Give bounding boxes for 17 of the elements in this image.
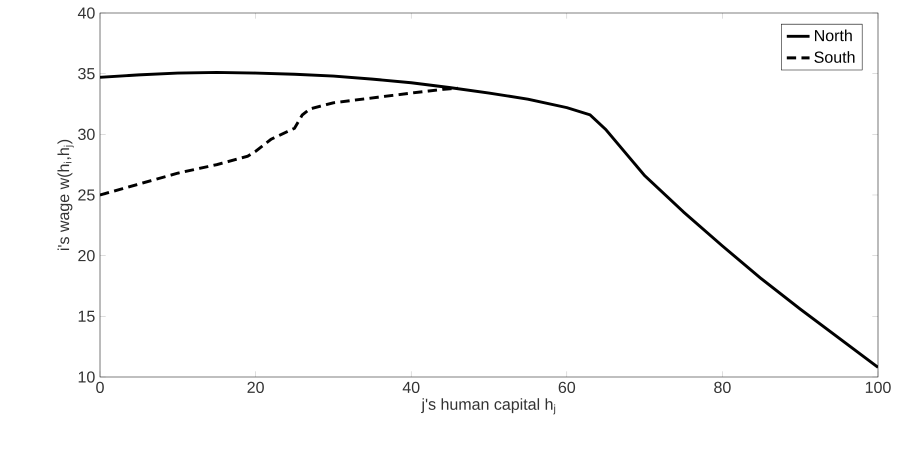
y-tick-label: 20 [78, 250, 95, 262]
x-tick-label: 80 [714, 382, 731, 394]
x-axis-title: j's human capital h$_{j}$ [421, 398, 556, 414]
y-tick-label: 40 [78, 7, 95, 19]
legend-label: South [814, 51, 854, 63]
x-tick-label: 100 [866, 382, 891, 394]
y-tick-label: 25 [78, 189, 95, 201]
legend-label: North [815, 30, 852, 42]
y-tick-label: 35 [78, 68, 95, 80]
x-tick-label: 40 [402, 382, 420, 394]
x-tick-label: 20 [248, 382, 264, 394]
y-tick-label: 30 [78, 128, 95, 140]
y-tick-label: 15 [78, 310, 95, 322]
y-axis-title: i's wage w(h$_{i}$,h$_{j}$) [57, 140, 74, 250]
x-tick-label: 60 [558, 382, 576, 394]
y-tick-label: 10 [78, 371, 95, 383]
x-tick-label: 0 [96, 382, 104, 394]
